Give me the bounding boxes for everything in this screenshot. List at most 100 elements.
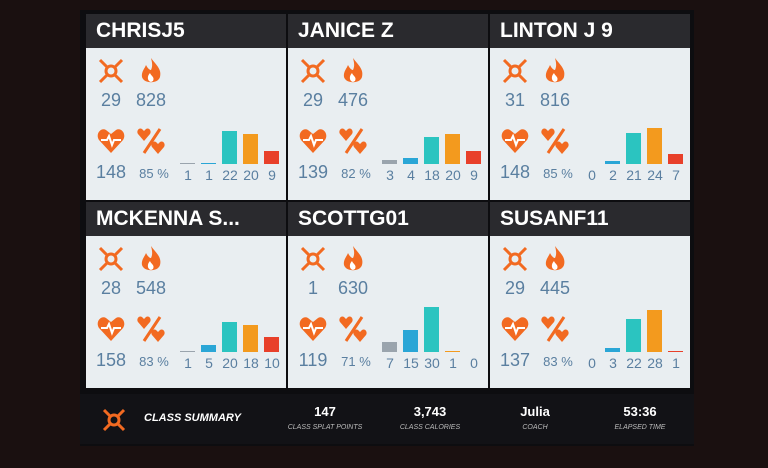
- zone-bar: [382, 159, 397, 164]
- percent-icon: [541, 316, 569, 342]
- max-hr-percent: 83 %: [536, 354, 580, 369]
- zone-minutes: 10: [264, 355, 280, 371]
- calorie-icon: [343, 246, 363, 271]
- splat-icon: [98, 246, 124, 272]
- zone-minutes: 3: [386, 167, 394, 183]
- calorie-icon: [545, 58, 565, 83]
- zone-bar: [445, 350, 460, 352]
- heart-icon: [501, 129, 529, 153]
- calorie-icon: [141, 246, 161, 271]
- user-tile: MCKENNA S... 28 548 158 83 % 1 5 20 18 10: [86, 202, 286, 388]
- zone-bar: [243, 325, 258, 352]
- zone-bar: [605, 161, 620, 164]
- max-hr-percent: 71 %: [334, 354, 378, 369]
- zone-minutes: 1: [449, 355, 457, 371]
- zone-minutes: 1: [672, 355, 680, 371]
- splat-icon: [502, 58, 528, 84]
- user-name: SUSANF11: [490, 202, 690, 236]
- user-tile: JANICE Z 29 476 139 82 % 3 4 18 20 9: [288, 14, 488, 200]
- zone-minutes: 20: [445, 167, 461, 183]
- user-name: CHRISJ5: [86, 14, 286, 48]
- zone-bar: [264, 337, 279, 352]
- zone-minutes: 21: [626, 167, 642, 183]
- percent-unit: %: [359, 354, 371, 369]
- splat-icon: [300, 58, 326, 84]
- summary-value: 53:36: [623, 404, 657, 419]
- user-tile: SUSANF11 29 445 137 83 % 0 3 22 28 1: [490, 202, 690, 388]
- summary-label: ELAPSED TIME: [614, 424, 666, 431]
- percent-icon: [137, 316, 165, 342]
- percent-unit: %: [359, 166, 371, 181]
- heart-rate: 148: [95, 162, 127, 182]
- summary-label: CLASS SPLAT POINTS: [287, 424, 363, 431]
- zone-bar: [264, 150, 279, 164]
- zone-minutes: 9: [470, 167, 478, 183]
- summary-value: Julia: [520, 404, 550, 419]
- zone-bar: [626, 132, 641, 164]
- zone-bar: [201, 344, 216, 352]
- splat-icon: [502, 246, 528, 272]
- user-name: JANICE Z: [288, 14, 488, 48]
- zone-minutes: 4: [407, 167, 415, 183]
- calorie-icon: [343, 58, 363, 83]
- zone-bar: [222, 131, 237, 164]
- zone-minutes: 24: [647, 167, 663, 183]
- calories: 816: [539, 90, 571, 110]
- heart-icon: [299, 317, 327, 341]
- calories: 630: [337, 278, 369, 298]
- zone-minutes: 18: [424, 167, 440, 183]
- heart-icon: [299, 129, 327, 153]
- zone-bar: [626, 319, 641, 352]
- zone-minutes: 22: [626, 355, 642, 371]
- percent-value: 85: [543, 166, 558, 181]
- zone-minutes: 2: [609, 167, 617, 183]
- percent-unit: %: [157, 166, 169, 181]
- zone-minutes: 30: [424, 355, 440, 371]
- max-hr-percent: 83 %: [132, 354, 176, 369]
- percent-value: 82: [341, 166, 356, 181]
- zone-bar: [424, 137, 439, 164]
- zone-bar: [668, 153, 683, 164]
- zone-bar: [180, 350, 195, 352]
- heart-icon: [97, 317, 125, 341]
- zone-minutes: 1: [184, 167, 192, 183]
- zone-bar: [382, 341, 397, 352]
- splat-points: 28: [100, 278, 122, 298]
- calorie-icon: [545, 246, 565, 271]
- percent-icon: [339, 316, 367, 342]
- zone-minutes: 28: [647, 355, 663, 371]
- zone-minutes: 15: [403, 355, 419, 371]
- percent-value: 85: [139, 166, 154, 181]
- zone-bar: [466, 150, 481, 164]
- max-hr-percent: 85 %: [536, 166, 580, 181]
- user-tile: SCOTTG01 1 630 119 71 % 7 15 30 1 0: [288, 202, 488, 388]
- splat-icon: [98, 58, 124, 84]
- summary-value: 3,743: [413, 404, 447, 419]
- splat-points: 29: [100, 90, 122, 110]
- percent-icon: [137, 128, 165, 154]
- zone-bar: [403, 158, 418, 164]
- zone-minutes: 7: [672, 167, 680, 183]
- percent-unit: %: [561, 166, 573, 181]
- zone-minutes: 0: [588, 167, 596, 183]
- max-hr-percent: 82 %: [334, 166, 378, 181]
- summary-bar: CLASS SUMMARY 147 CLASS SPLAT POINTS 3,743…: [80, 394, 694, 444]
- calories: 548: [135, 278, 167, 298]
- summary-value: 147: [314, 404, 336, 419]
- zone-minutes: 9: [268, 167, 276, 183]
- heart-rate: 137: [499, 350, 531, 370]
- summary-label: COACH: [522, 424, 548, 431]
- summary-label: CLASS CALORIES: [399, 424, 461, 431]
- zone-bar: [403, 329, 418, 352]
- splat-points: 31: [504, 90, 526, 110]
- heart-rate: 158: [95, 350, 127, 370]
- zone-bar: [201, 162, 216, 164]
- logo: [102, 408, 126, 432]
- max-hr-percent: 85 %: [132, 166, 176, 181]
- heart-rate: 119: [298, 350, 328, 370]
- zone-minutes: 3: [609, 355, 617, 371]
- user-name: LINTON J 9: [490, 14, 690, 48]
- zone-bar: [668, 350, 683, 352]
- zone-minutes: 20: [222, 355, 238, 371]
